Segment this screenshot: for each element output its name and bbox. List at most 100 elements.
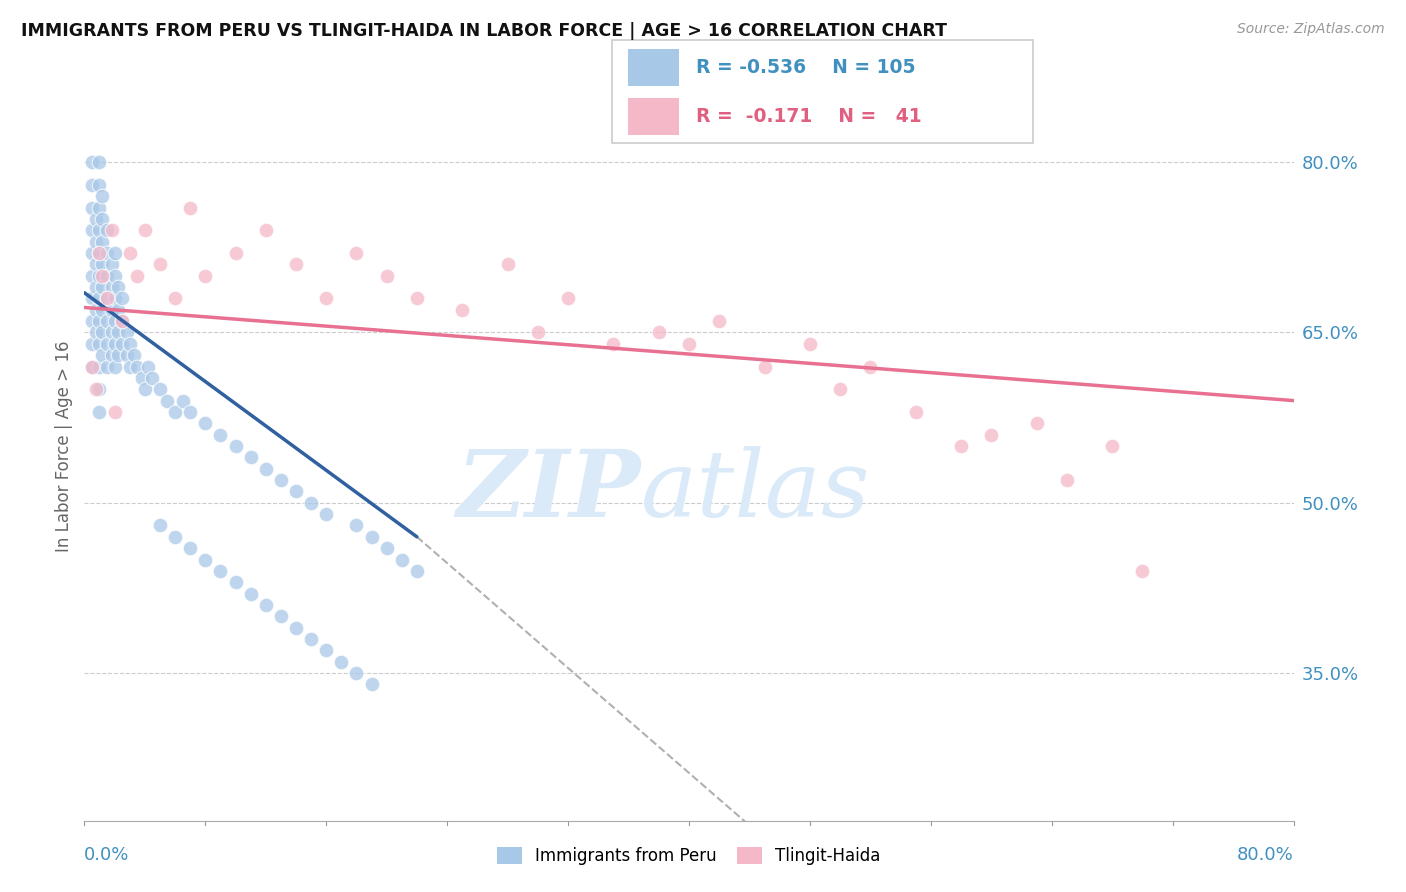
Point <box>270 473 292 487</box>
Point <box>299 496 322 510</box>
Point <box>131 371 153 385</box>
Point <box>91 280 114 294</box>
Point <box>330 655 353 669</box>
Point <box>678 336 700 351</box>
Point <box>118 359 141 374</box>
Point <box>346 666 368 681</box>
Point <box>89 201 111 215</box>
Point <box>360 677 382 691</box>
Text: IMMIGRANTS FROM PERU VS TLINGIT-HAIDA IN LABOR FORCE | AGE > 16 CORRELATION CHAR: IMMIGRANTS FROM PERU VS TLINGIT-HAIDA IN… <box>21 22 948 40</box>
Point <box>111 314 134 328</box>
Point <box>127 268 149 283</box>
Point <box>165 292 187 306</box>
Point <box>172 393 194 408</box>
Point <box>527 326 550 340</box>
Point <box>80 268 103 283</box>
Point <box>104 336 127 351</box>
Point <box>118 246 141 260</box>
Point <box>86 382 108 396</box>
Point <box>557 292 579 306</box>
Point <box>100 223 122 237</box>
Point <box>91 348 114 362</box>
Point <box>96 336 118 351</box>
Point <box>254 223 277 237</box>
Point <box>89 155 111 169</box>
Point <box>285 257 308 271</box>
Point <box>648 326 671 340</box>
FancyBboxPatch shape <box>612 40 1033 143</box>
Point <box>80 359 103 374</box>
Point <box>980 427 1002 442</box>
Point <box>107 302 129 317</box>
Point <box>239 450 262 465</box>
Point <box>96 292 118 306</box>
Point <box>80 155 103 169</box>
Point <box>315 507 337 521</box>
Point <box>89 246 111 260</box>
Point <box>1130 564 1153 578</box>
Point <box>91 302 114 317</box>
Point <box>91 235 114 249</box>
Point <box>96 268 118 283</box>
Point <box>100 302 122 317</box>
Point <box>451 302 474 317</box>
Point <box>904 405 927 419</box>
Point <box>80 336 103 351</box>
Point <box>104 246 127 260</box>
Point <box>96 246 118 260</box>
Point <box>115 348 138 362</box>
Point <box>96 223 118 237</box>
Point <box>80 178 103 192</box>
Y-axis label: In Labor Force | Age > 16: In Labor Force | Age > 16 <box>55 340 73 552</box>
Point <box>89 405 111 419</box>
Point <box>406 564 429 578</box>
Point <box>100 326 122 340</box>
Text: R = -0.536    N = 105: R = -0.536 N = 105 <box>696 58 915 78</box>
Point <box>950 439 973 453</box>
Point <box>299 632 322 646</box>
Point <box>100 280 122 294</box>
Point <box>225 439 247 453</box>
Point <box>100 257 122 271</box>
Point <box>375 541 398 556</box>
Point <box>91 257 114 271</box>
Point <box>194 268 217 283</box>
FancyBboxPatch shape <box>628 97 679 135</box>
Point <box>136 359 159 374</box>
Point <box>149 257 172 271</box>
FancyBboxPatch shape <box>628 49 679 87</box>
Point <box>165 530 187 544</box>
Point <box>225 575 247 590</box>
Point <box>254 598 277 612</box>
Point <box>91 268 114 283</box>
Point <box>104 314 127 328</box>
Point <box>89 246 111 260</box>
Point <box>391 552 413 566</box>
Point <box>134 382 156 396</box>
Point <box>118 336 141 351</box>
Point <box>80 292 103 306</box>
Point <box>80 314 103 328</box>
Point <box>89 178 111 192</box>
Point <box>496 257 519 271</box>
Point <box>149 382 172 396</box>
Point <box>86 280 108 294</box>
Point <box>89 268 111 283</box>
Point <box>209 564 232 578</box>
Point <box>89 292 111 306</box>
Point <box>104 292 127 306</box>
Point <box>96 292 118 306</box>
Point <box>104 268 127 283</box>
Point <box>239 586 262 600</box>
Point <box>346 246 368 260</box>
Point <box>89 336 111 351</box>
Point <box>80 223 103 237</box>
Point <box>86 302 108 317</box>
Text: R =  -0.171    N =   41: R = -0.171 N = 41 <box>696 106 921 126</box>
Point <box>156 393 179 408</box>
Point <box>209 427 232 442</box>
Point <box>1056 473 1078 487</box>
Point <box>86 326 108 340</box>
Point <box>104 359 127 374</box>
Point <box>270 609 292 624</box>
